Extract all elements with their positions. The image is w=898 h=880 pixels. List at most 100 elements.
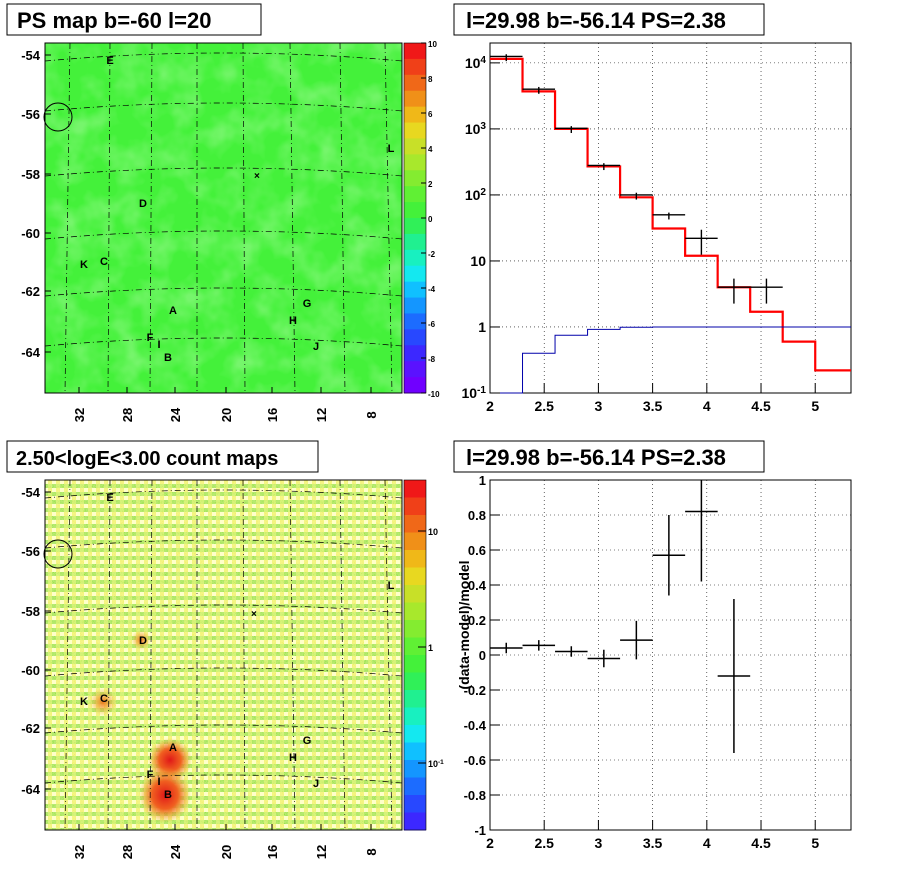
source-label-g: G [303,298,312,310]
graticule-lat-line [44,667,403,677]
source-label-f: F [147,769,154,781]
source-label-b: B [164,352,172,364]
source-label-c: C [100,693,108,705]
colorbar-swatch [404,497,426,516]
residual-ylabel: (data-model)/model [456,560,472,689]
x-tick-label: 2 [486,398,494,414]
colorbar-swatch [404,218,426,235]
graticule-lat-line [44,489,403,499]
count-map-source-labels: E L D K C A GH FIB J [80,492,395,801]
colorbar-swatch [404,170,426,187]
source-label-h: H [289,752,297,764]
count-map-frame [44,479,403,831]
colorbar-tick-label: 4 [428,145,433,154]
x-tick-label: 16 [265,845,280,859]
x-tick-label: 3.5 [643,398,663,414]
graticule-lon-line [289,42,296,394]
colorbar-swatch [404,345,426,362]
x-tick-label: 20 [219,845,234,859]
count-map-colorbar: 10 1 10-1 [403,479,444,831]
count-map-title-box [6,440,319,473]
ps-map-source-labels: E L D K C A GH FIB J [80,55,395,364]
data-point [652,212,686,220]
colorbar-swatch [404,106,426,124]
graticule-lon-line [107,42,111,394]
y-tick-label: -54 [21,485,41,500]
source-label-l: L [388,143,395,155]
ps-map-center-marker: × [254,171,260,182]
y-tick-label: -64 [21,345,41,360]
colorbar-swatch [404,313,426,330]
graticule-lon-line [64,479,71,831]
colorbar-swatch [404,777,426,796]
x-tick-label: 4.5 [751,398,771,414]
graticule-lat-line [44,102,403,112]
data-point [750,278,783,304]
x-tick-label: 12 [314,845,329,859]
y-tick-label: 0.4 [468,578,487,593]
colorbar-swatch [404,297,426,314]
x-tick-label: 28 [120,408,135,422]
source-label-k: K [80,259,88,271]
y-tick-label: 102 [465,186,487,203]
y-tick-label: 0.2 [468,613,486,628]
x-tick-label: 4 [703,835,711,851]
residual-point [522,640,556,651]
x-tick-label: 24 [168,407,183,422]
graticule-lat-line [44,724,403,734]
graticule-lat-line [44,337,403,347]
graticule-lon-line [339,42,346,394]
y-tick-label: 0.8 [468,508,486,523]
source-label-d: D [139,635,147,647]
graticule-lon-line [242,42,246,394]
y-tick-label: -62 [21,284,40,299]
colorbar-swatch [404,707,426,726]
colorbar-swatch [404,233,426,251]
x-tick-label: 8 [364,848,379,855]
graticule-lon-line [289,479,296,831]
ps-map-graticule [44,42,403,394]
source-label-a: A [169,305,177,317]
y-tick-label: -60 [21,663,40,678]
colorbar-tick-label: 10 [428,527,438,537]
colorbar-swatch [404,532,426,551]
spectrum-title: l=29.98 b=-56.14 PS=2.38 [466,8,726,33]
graticule-lon-line [384,479,393,831]
ps-map-mottle [45,43,402,393]
source-label-h: H [289,315,297,327]
colorbar-swatch [404,281,426,299]
graticule-lat-line [44,539,403,549]
colorbar-swatch [404,672,426,691]
residual-point [587,649,621,668]
count-map-hotspot-d [131,630,151,650]
y-tick-label: 0.6 [468,543,486,558]
x-tick-label: 3.5 [643,835,663,851]
source-label-e: E [106,492,113,504]
x-tick-label: 20 [219,408,234,422]
graticule-lat-line [44,167,403,177]
colorbar-tick-label: 0 [428,215,433,224]
colorbar-tick-label: 1 [428,643,433,653]
x-tick-label: 3 [595,835,603,851]
colorbar-swatch [404,812,426,831]
residual-point [490,642,523,654]
colorbar-frame [403,479,427,831]
source-label-k: K [80,696,88,708]
y-tick-label: -58 [21,604,40,619]
x-tick-label: 28 [120,845,135,859]
count-map-noise [45,480,402,830]
x-tick-label: 2.5 [534,398,554,414]
y-tick-label: -58 [21,167,40,182]
x-tick-label: 4.5 [751,835,771,851]
x-tick-label: 4 [703,398,711,414]
y-tick-label: -64 [21,782,41,797]
y-tick-label: -56 [21,544,40,559]
y-tick-label: 104 [465,54,487,71]
source-label-e: E [106,55,113,67]
colorbar-swatch [404,620,426,638]
ps-map-title-box [6,3,262,36]
count-map-hotspot-b [139,767,191,823]
residual-axes: 2 2.5 3 3.5 4 4.5 5 1 0.8 0.6 0.4 0.2 0 -0.2 -0.4 -0.6 -… [464,473,820,851]
x-tick-label: 12 [314,408,329,422]
source-label-i: I [157,776,160,788]
